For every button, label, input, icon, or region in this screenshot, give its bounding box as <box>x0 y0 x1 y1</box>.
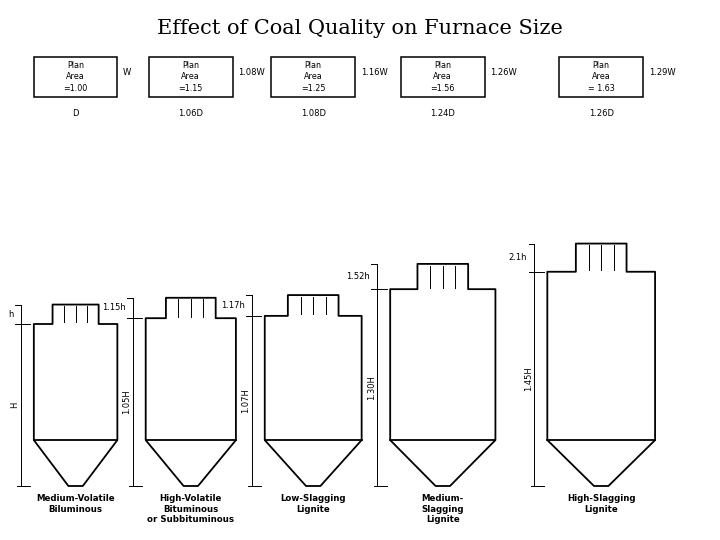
Text: Plan
Area
=1.00: Plan Area =1.00 <box>63 62 88 92</box>
Text: Plan
Area
=1.15: Plan Area =1.15 <box>179 62 203 92</box>
Text: Medium-
Slagging
Lignite: Medium- Slagging Lignite <box>421 494 464 524</box>
Text: 1.08D: 1.08D <box>301 109 325 118</box>
Text: h: h <box>9 310 14 319</box>
Text: 1.30H: 1.30H <box>366 375 376 400</box>
Text: 1.26W: 1.26W <box>490 68 517 77</box>
Text: 1.52h: 1.52h <box>346 272 370 281</box>
Text: 1.05H: 1.05H <box>122 390 131 415</box>
Text: 1.15h: 1.15h <box>102 303 125 313</box>
Text: High-Volatile
Bituminous
or Subbituminous: High-Volatile Bituminous or Subbituminou… <box>148 494 234 524</box>
Bar <box>34 57 117 97</box>
Text: Medium-Volatile
Biluminous: Medium-Volatile Biluminous <box>36 494 115 514</box>
Text: W: W <box>123 68 131 77</box>
Text: 1.08W: 1.08W <box>238 68 265 77</box>
Text: Low-Slagging
Lignite: Low-Slagging Lignite <box>281 494 346 514</box>
Text: 1.26D: 1.26D <box>589 109 613 118</box>
Text: Plan
Area
= 1.63: Plan Area = 1.63 <box>588 62 615 92</box>
Text: 1.06D: 1.06D <box>179 109 203 118</box>
Text: 1.07H: 1.07H <box>241 388 251 414</box>
Text: 1.16W: 1.16W <box>361 68 387 77</box>
Bar <box>149 57 233 97</box>
Text: Plan
Area
=1.25: Plan Area =1.25 <box>301 62 325 92</box>
Text: 1.24D: 1.24D <box>431 109 455 118</box>
Bar <box>271 57 355 97</box>
Text: 1.17h: 1.17h <box>221 301 245 310</box>
Text: 1.29W: 1.29W <box>649 68 675 77</box>
Bar <box>401 57 485 97</box>
Text: High-Slagging
Lignite: High-Slagging Lignite <box>567 494 636 514</box>
Text: H: H <box>10 402 19 408</box>
Text: D: D <box>72 109 79 118</box>
Bar <box>559 57 643 97</box>
Text: 2.1h: 2.1h <box>508 253 527 262</box>
Text: Effect of Coal Quality on Furnace Size: Effect of Coal Quality on Furnace Size <box>157 19 563 38</box>
Text: 1.45H: 1.45H <box>524 367 533 392</box>
Text: Plan
Area
=1.56: Plan Area =1.56 <box>431 62 455 92</box>
